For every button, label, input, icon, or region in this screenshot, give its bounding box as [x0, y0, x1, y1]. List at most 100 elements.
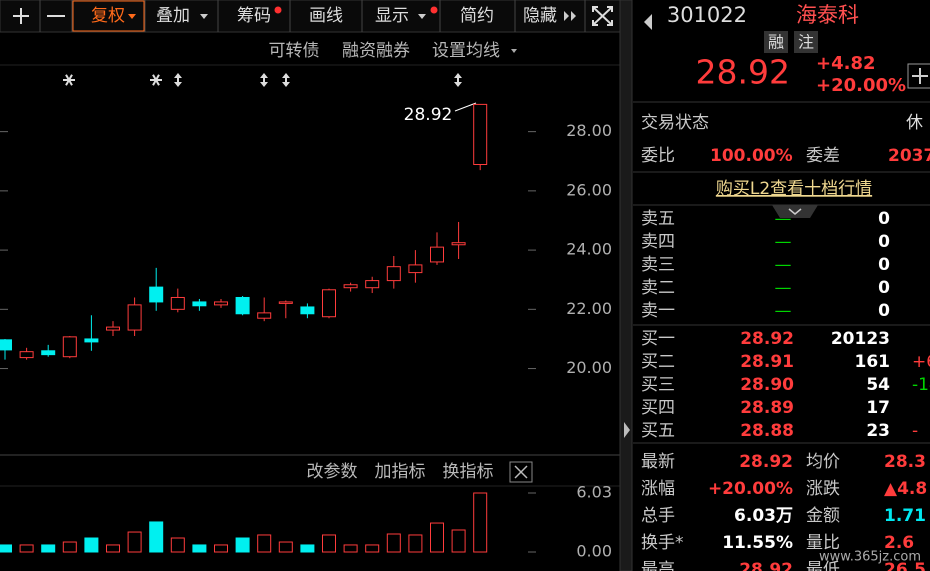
y-tick-label: 20.00 — [566, 358, 612, 377]
stat-value: 1.71 — [884, 506, 926, 526]
event-marker — [152, 74, 160, 86]
dropdown-arrow — [200, 14, 208, 19]
stat-label: 总手 — [641, 506, 675, 526]
volume-bar — [451, 529, 466, 553]
buy-volume: 20123 — [831, 329, 890, 349]
buy-label: 买五 — [641, 421, 675, 441]
last-price-annotation: 28.92 — [404, 105, 453, 125]
zoom-icons[interactable] — [13, 8, 65, 24]
watermark: www.365jz.com — [819, 550, 921, 565]
stat-value: ▲4.8 — [884, 479, 927, 499]
ratio-value: 100.00% — [710, 146, 793, 166]
volume-bar — [430, 522, 444, 553]
expand-tab[interactable] — [772, 205, 818, 218]
status-label: 交易状态 — [641, 113, 709, 133]
buy-change: +6 — [912, 352, 930, 372]
candle-body — [106, 326, 120, 331]
toolbar-button[interactable]: 画线 — [309, 6, 343, 26]
candle-body — [41, 350, 56, 356]
toolbar-button[interactable]: 叠加 — [156, 6, 190, 26]
expand-arrow — [571, 11, 576, 21]
volume-bar — [343, 544, 358, 553]
add-icon — [912, 68, 928, 84]
volume-bar — [19, 544, 34, 553]
chart-link[interactable]: 设置均线 — [432, 41, 500, 61]
toolbar-button[interactable]: 隐藏 — [523, 6, 557, 26]
sell-volume: 0 — [878, 301, 890, 321]
stat-value: 28.3 — [884, 452, 926, 472]
candle-body — [257, 312, 272, 319]
y-tick-label: 28.00 — [566, 121, 612, 140]
volume-bar — [127, 531, 142, 553]
sell-price: — — [775, 255, 792, 275]
volume-bar — [322, 534, 336, 553]
candle-body — [386, 266, 401, 282]
volume-bar — [170, 537, 185, 553]
add-button[interactable] — [907, 63, 930, 89]
event-marker — [454, 82, 462, 87]
toolbar-button[interactable]: 复权 — [91, 6, 125, 26]
y-tick-label: 6.03 — [576, 483, 612, 502]
candle-body — [473, 103, 488, 166]
event-marker — [174, 82, 182, 87]
candle-body — [62, 336, 77, 358]
buy-label: 买三 — [641, 375, 675, 395]
volume-bar — [0, 544, 12, 553]
buy-price: 28.91 — [740, 352, 794, 372]
event-marker — [282, 73, 290, 78]
divider-arrow[interactable] — [624, 422, 630, 438]
stat-value: 2.6 — [884, 533, 914, 553]
stat-label: 均价 — [806, 452, 840, 472]
indicator-button[interactable]: 加指标 — [375, 462, 426, 482]
annotation-arrow — [454, 102, 477, 112]
stat-label: 金额 — [806, 506, 840, 526]
toolbar-separators — [39, 0, 586, 32]
candle-body — [451, 242, 466, 246]
price-change: +4.82 — [816, 53, 876, 74]
volume-bar — [386, 533, 401, 553]
buy-label: 买二 — [641, 352, 675, 372]
volume-bar — [41, 544, 56, 553]
candle-body — [170, 296, 185, 310]
chart-link[interactable]: 可转债 — [269, 41, 320, 61]
active-button-frame[interactable] — [72, 0, 145, 32]
volume-bar — [84, 537, 99, 553]
candle-body — [365, 280, 380, 289]
stat-label: 最高 — [641, 560, 675, 571]
y-tick-label: 26.00 — [566, 180, 612, 199]
event-marker — [454, 73, 462, 78]
volume-bar — [106, 544, 120, 553]
panel-divider[interactable] — [619, 0, 633, 571]
buy-volume: 17 — [866, 398, 890, 418]
volume-bar — [149, 521, 164, 553]
sell-volume: 0 — [878, 232, 890, 252]
sell-label: 卖三 — [641, 255, 675, 275]
diff-value: 2037 — [888, 146, 930, 166]
diff-label: 委差 — [806, 146, 840, 166]
toolbar-button[interactable]: 简约 — [460, 6, 494, 26]
y-tick-label: 22.00 — [566, 299, 612, 318]
stat-value: 11.55% — [722, 533, 793, 553]
indicator-button[interactable]: 换指标 — [443, 462, 494, 482]
candle-body — [149, 286, 164, 303]
toolbar-button[interactable]: 显示 — [375, 6, 409, 26]
y-tick-label: 0.00 — [576, 542, 612, 561]
toolbar — [0, 0, 621, 33]
prev-stock-arrow[interactable] — [644, 14, 652, 30]
candle-body — [278, 301, 293, 304]
volume-bar — [278, 541, 293, 553]
close-indicator[interactable] — [509, 461, 533, 483]
l2-link[interactable]: 购买L2查看十档行情 — [716, 179, 872, 199]
toolbar-button[interactable]: 筹码 — [237, 6, 271, 26]
badge: 注 — [798, 33, 814, 52]
fullscreen-icon[interactable] — [592, 6, 613, 26]
notice-dot — [430, 6, 438, 14]
candle-body — [0, 339, 12, 351]
indicator-button[interactable]: 改参数 — [307, 462, 358, 482]
candle-body — [235, 296, 250, 315]
chart-link[interactable]: 融资融券 — [342, 41, 410, 61]
expand-arrow — [564, 11, 569, 21]
candle-body — [19, 351, 34, 359]
event-marker — [65, 74, 73, 86]
